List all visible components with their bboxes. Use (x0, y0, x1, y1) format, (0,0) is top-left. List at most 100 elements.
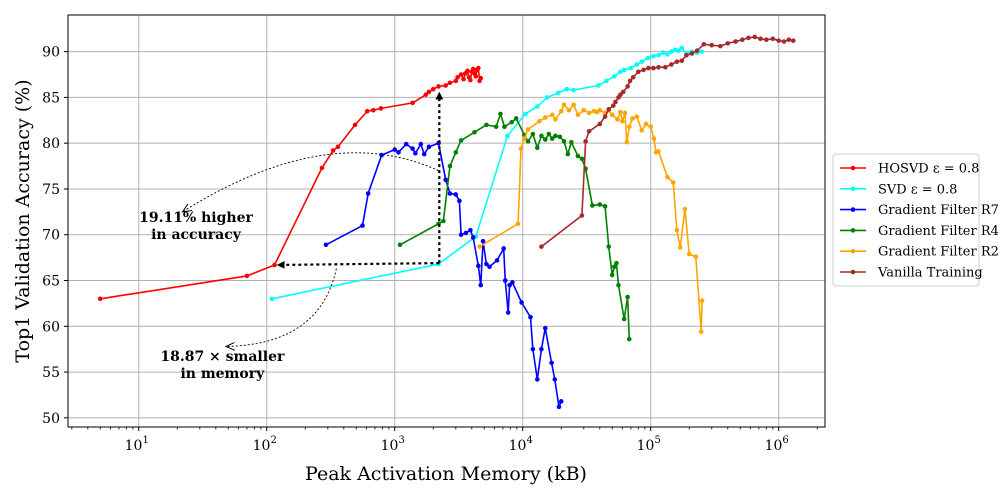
data-point (457, 198, 462, 204)
legend-entry: HOSVD ε = 0.8 (840, 162, 979, 177)
data-point (542, 137, 548, 142)
data-point (441, 218, 446, 224)
data-point (510, 280, 515, 285)
data-point (97, 296, 103, 302)
data-point (509, 119, 514, 125)
data-point (458, 138, 464, 143)
data-point (539, 133, 544, 139)
data-point (604, 78, 609, 84)
data-point (421, 151, 427, 157)
data-point (656, 64, 661, 70)
data-point (476, 65, 481, 71)
data-point (505, 133, 510, 139)
data-point (476, 263, 481, 269)
data-point (630, 116, 635, 121)
data-point (478, 282, 484, 288)
data-point (764, 37, 769, 43)
legend-label: Gradient Filter R2 (878, 245, 999, 260)
data-point (699, 49, 704, 54)
data-point (528, 314, 533, 320)
data-point (602, 114, 608, 119)
data-point (665, 174, 670, 180)
data-point (610, 103, 616, 108)
data-point (625, 294, 630, 300)
data-point (624, 139, 630, 145)
data-point (549, 136, 555, 141)
data-point (447, 163, 453, 169)
series-4 (477, 102, 705, 335)
data-point (365, 191, 371, 196)
data-point (463, 230, 469, 236)
data-point (639, 128, 644, 133)
x-axis-ticks: 101 102 103 104 105 106 (71, 427, 818, 454)
y-tick-label: 60 (42, 319, 60, 335)
data-point (484, 261, 489, 267)
data-point (686, 251, 692, 257)
y-tick-label: 75 (42, 182, 60, 198)
data-point (746, 35, 751, 41)
y-tick-label: 70 (42, 228, 60, 244)
data-point (628, 65, 634, 71)
data-point (651, 65, 656, 71)
data-point (518, 146, 524, 151)
data-point (352, 122, 358, 128)
data-point (403, 141, 409, 147)
data-point (660, 50, 666, 55)
data-point (392, 147, 398, 152)
data-point (615, 117, 620, 122)
legend-entry: Gradient Filter R2 (840, 245, 999, 260)
y-tick-label: 65 (42, 274, 60, 290)
data-point (618, 69, 623, 75)
data-point (549, 112, 555, 118)
data-point (620, 89, 626, 95)
data-point (586, 128, 592, 134)
data-point (630, 74, 636, 80)
data-point (553, 117, 558, 122)
data-point (426, 144, 432, 150)
data-point (484, 122, 489, 128)
y-tick-label: 90 (42, 45, 60, 61)
data-point (470, 66, 476, 72)
data-point (614, 260, 619, 266)
data-point (556, 90, 561, 96)
data-point (556, 404, 562, 410)
legend-box (832, 153, 980, 287)
data-point (597, 121, 603, 127)
data-point (645, 55, 651, 61)
data-point (335, 144, 341, 150)
data-point (502, 124, 507, 129)
data-point (461, 76, 466, 82)
data-point (379, 152, 384, 158)
data-point (505, 310, 511, 315)
legend-swatch-marker (850, 248, 856, 254)
data-point (575, 112, 581, 118)
data-point (733, 39, 738, 44)
data-point (426, 89, 432, 95)
data-point (360, 223, 365, 228)
data-point (621, 67, 627, 73)
data-point (781, 39, 787, 44)
data-point (472, 129, 477, 135)
data-point (453, 150, 459, 155)
data-point (682, 206, 688, 212)
data-point (689, 51, 695, 56)
legend-swatch-marker (850, 186, 856, 192)
data-point (634, 62, 640, 67)
data-point (477, 244, 482, 249)
data-point (639, 59, 644, 64)
data-point (480, 238, 486, 244)
x-axis-label: Peak Activation Memory (kB) (305, 463, 587, 485)
data-point (558, 399, 564, 404)
data-point (669, 62, 674, 67)
data-point (468, 77, 473, 83)
data-point (269, 296, 275, 302)
data-point (519, 300, 524, 305)
annotation-text: 18.87 × smaller (160, 349, 285, 365)
data-point (663, 64, 668, 70)
legend: HOSVD ε = 0.8 SVD ε = 0.8 Gradient Filter … (832, 153, 999, 287)
data-point (596, 83, 601, 88)
data-point (583, 139, 588, 144)
